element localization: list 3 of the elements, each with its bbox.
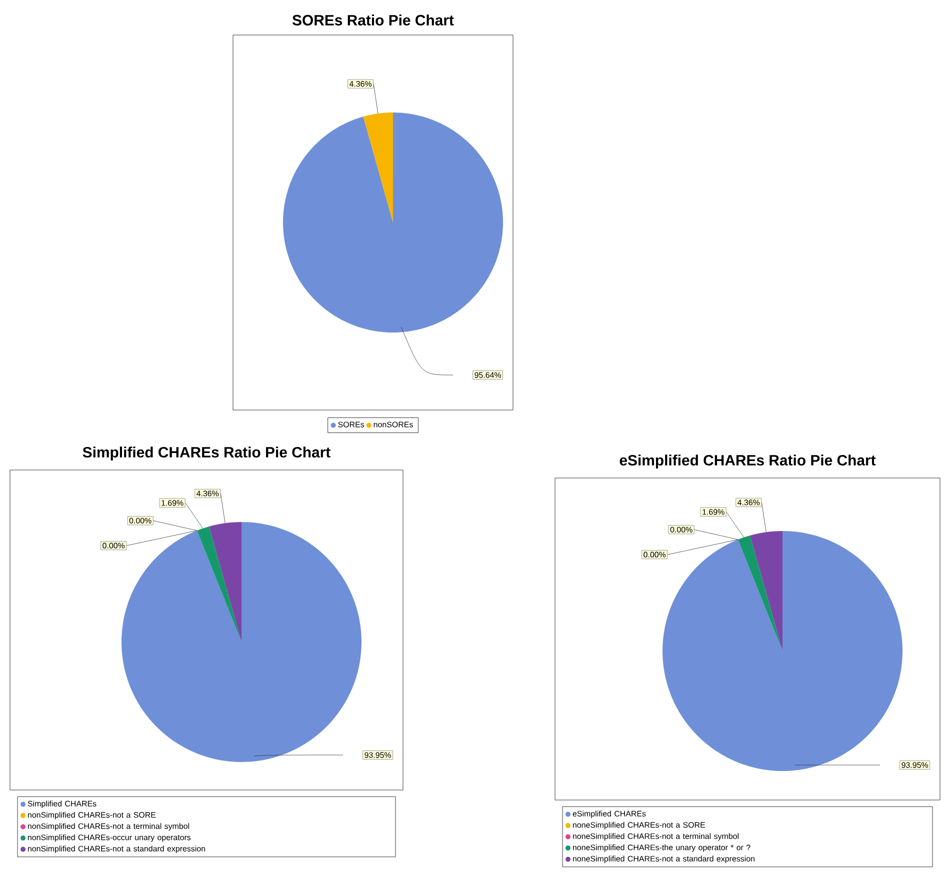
chart-title: Simplified CHAREs Ratio Pie Chart [82, 446, 330, 460]
chart-title: eSimplified CHAREs Ratio Pie Chart [620, 454, 876, 468]
chart-title: SOREs Ratio Pie Chart [292, 14, 454, 26]
